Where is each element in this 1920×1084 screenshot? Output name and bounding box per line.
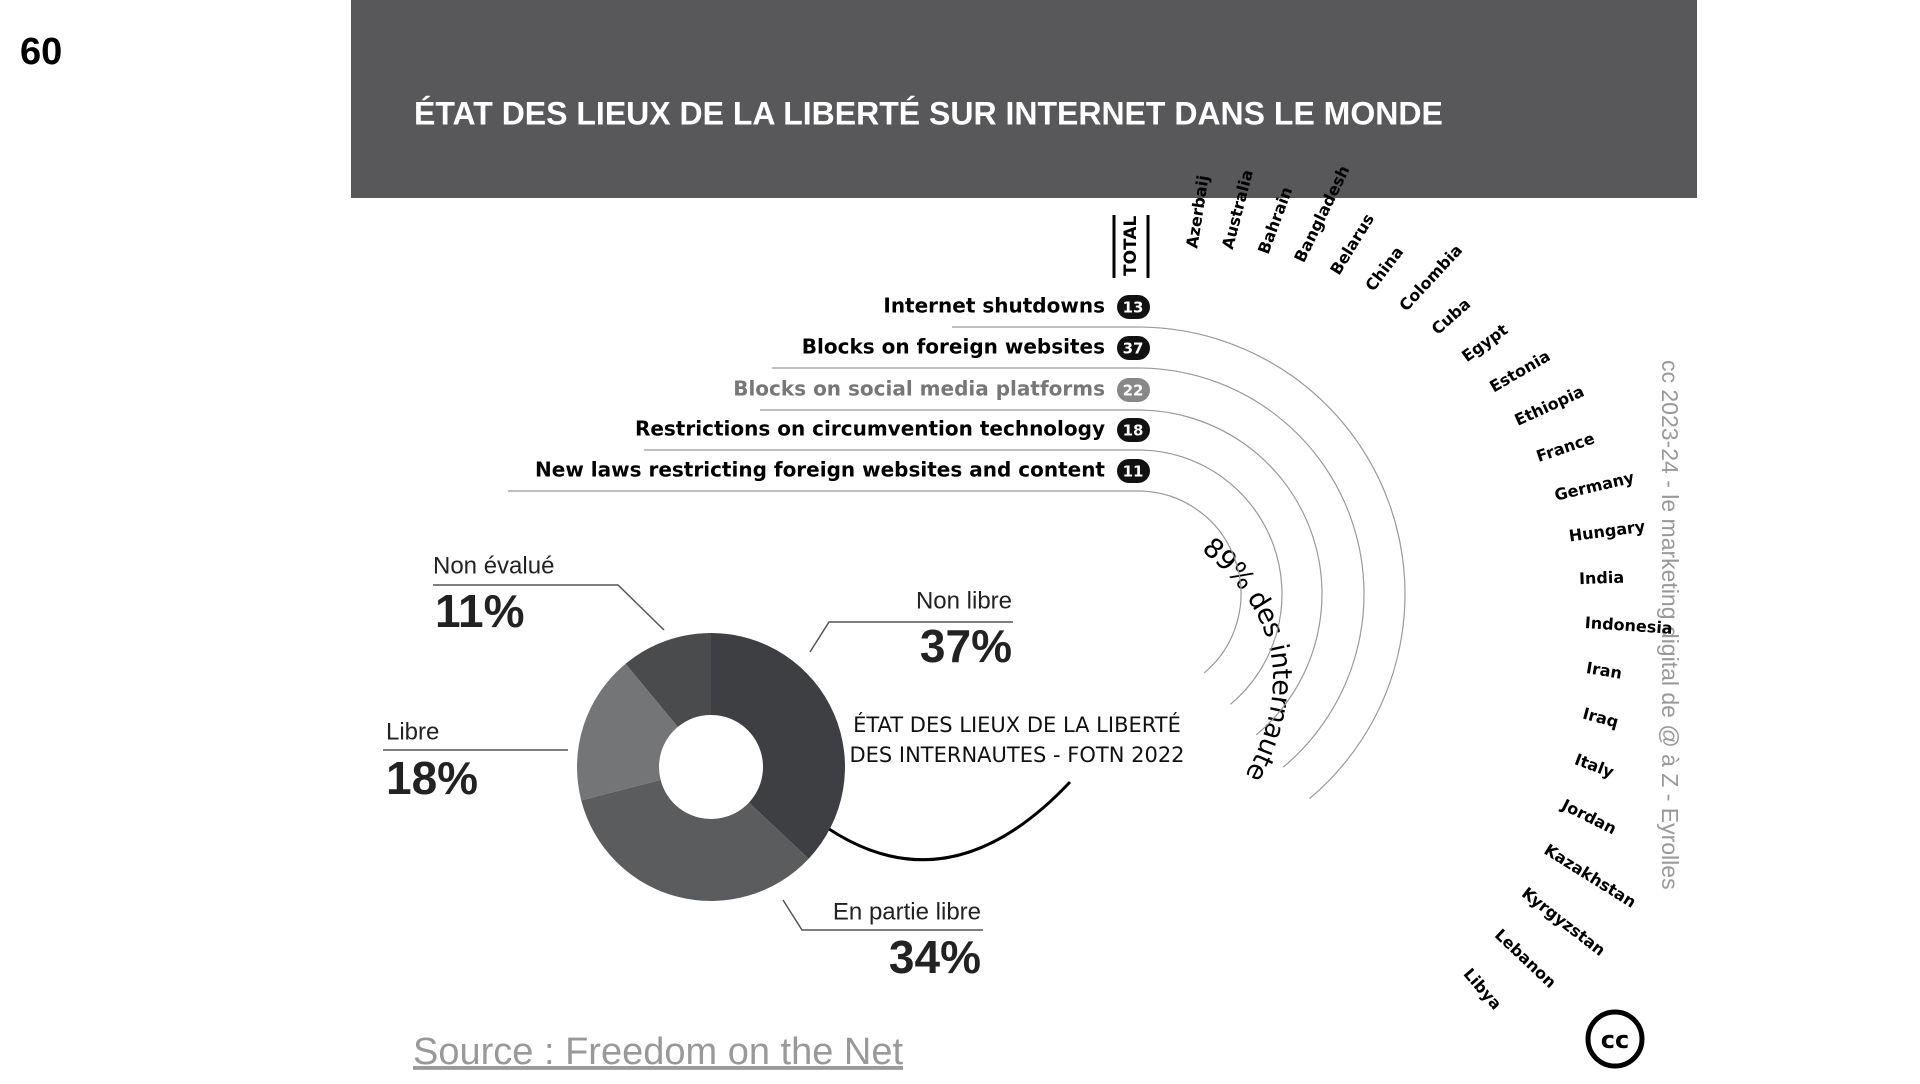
country-label: Kyrgyzstan [1518, 883, 1609, 959]
header-title: ÉTAT DES LIEUX DE LA LIBERTÉ SUR INTERNE… [414, 95, 1443, 131]
row-count: 18 [1123, 422, 1144, 440]
cc-logo [1585, 1009, 1645, 1069]
row-badge [1117, 336, 1150, 360]
slice-value: 37% [920, 620, 1012, 672]
donut-slice [581, 779, 809, 902]
row-count: 13 [1123, 299, 1144, 317]
row-label: Internet shutdowns [883, 294, 1105, 318]
country-label: Belarus [1326, 210, 1378, 278]
row-label: Blocks on social media platforms [733, 377, 1105, 401]
slice-name: En partie libre [833, 898, 981, 925]
annotation-curve [806, 780, 1072, 862]
row-label: Restrictions on circumvention technology [635, 417, 1105, 441]
row-rule [760, 409, 1323, 736]
row-badge [1117, 378, 1150, 402]
country-label: Ethiopia [1512, 382, 1587, 430]
country-label: Lebanon [1491, 925, 1560, 992]
leader-line [782, 899, 983, 931]
leader-line [433, 584, 665, 631]
row-rule [952, 326, 1406, 799]
country-label: France [1534, 428, 1597, 465]
row-rule [772, 367, 1365, 768]
country-label: Hungary [1568, 517, 1647, 546]
row-label: New laws restricting foreign websites an… [535, 458, 1105, 482]
country-label: India [1579, 568, 1625, 588]
country-label: Germany [1553, 468, 1637, 505]
side-note: cc 2023-24 - le marketing digital de @ à… [1657, 360, 1683, 890]
donut-slice [625, 633, 711, 727]
slice-name: Non évalué [433, 552, 554, 579]
slice-value: 34% [889, 931, 981, 983]
country-label: Iraq [1581, 704, 1621, 732]
country-label: Italy [1572, 750, 1617, 782]
header-band [351, 0, 1697, 198]
donut-slice [577, 663, 678, 801]
country-label: Egypt [1458, 320, 1512, 366]
row-badge [1117, 418, 1150, 442]
country-label: Libya [1460, 964, 1506, 1013]
row-count: 11 [1123, 463, 1144, 481]
row-count: 37 [1123, 340, 1144, 358]
country-label: Jordan [1558, 795, 1620, 838]
country-label: Cuba [1428, 294, 1475, 338]
slice-name: Libre [386, 718, 439, 745]
leader-line [809, 621, 1013, 653]
row-badge [1117, 459, 1150, 483]
slice-value: 18% [386, 752, 478, 804]
country-label: Estonia [1486, 346, 1553, 396]
row-rule [644, 449, 1283, 705]
slide-number: 60 [20, 31, 62, 73]
source-link[interactable]: Source : Freedom on the Net [413, 1031, 903, 1073]
slice-value: 11% [435, 585, 525, 637]
slice-name: Non libre [916, 587, 1012, 614]
annotation: ÉTAT DES LIEUX DE LA LIBERTÉ [853, 712, 1181, 737]
row-rule [508, 490, 1242, 674]
row-label: Blocks on foreign websites [802, 335, 1105, 359]
annotation: DES INTERNAUTES - FOTN 2022 [849, 743, 1184, 767]
total-label: TOTAL [1121, 216, 1141, 276]
country-label: China [1361, 243, 1407, 295]
row-badge [1117, 295, 1150, 319]
country-label: Iran [1585, 658, 1624, 683]
row-count: 22 [1123, 382, 1144, 400]
cc-logo-text: cc [1601, 1026, 1629, 1054]
donut-slice [711, 633, 846, 859]
country-label: Kazakhstan [1541, 840, 1640, 912]
